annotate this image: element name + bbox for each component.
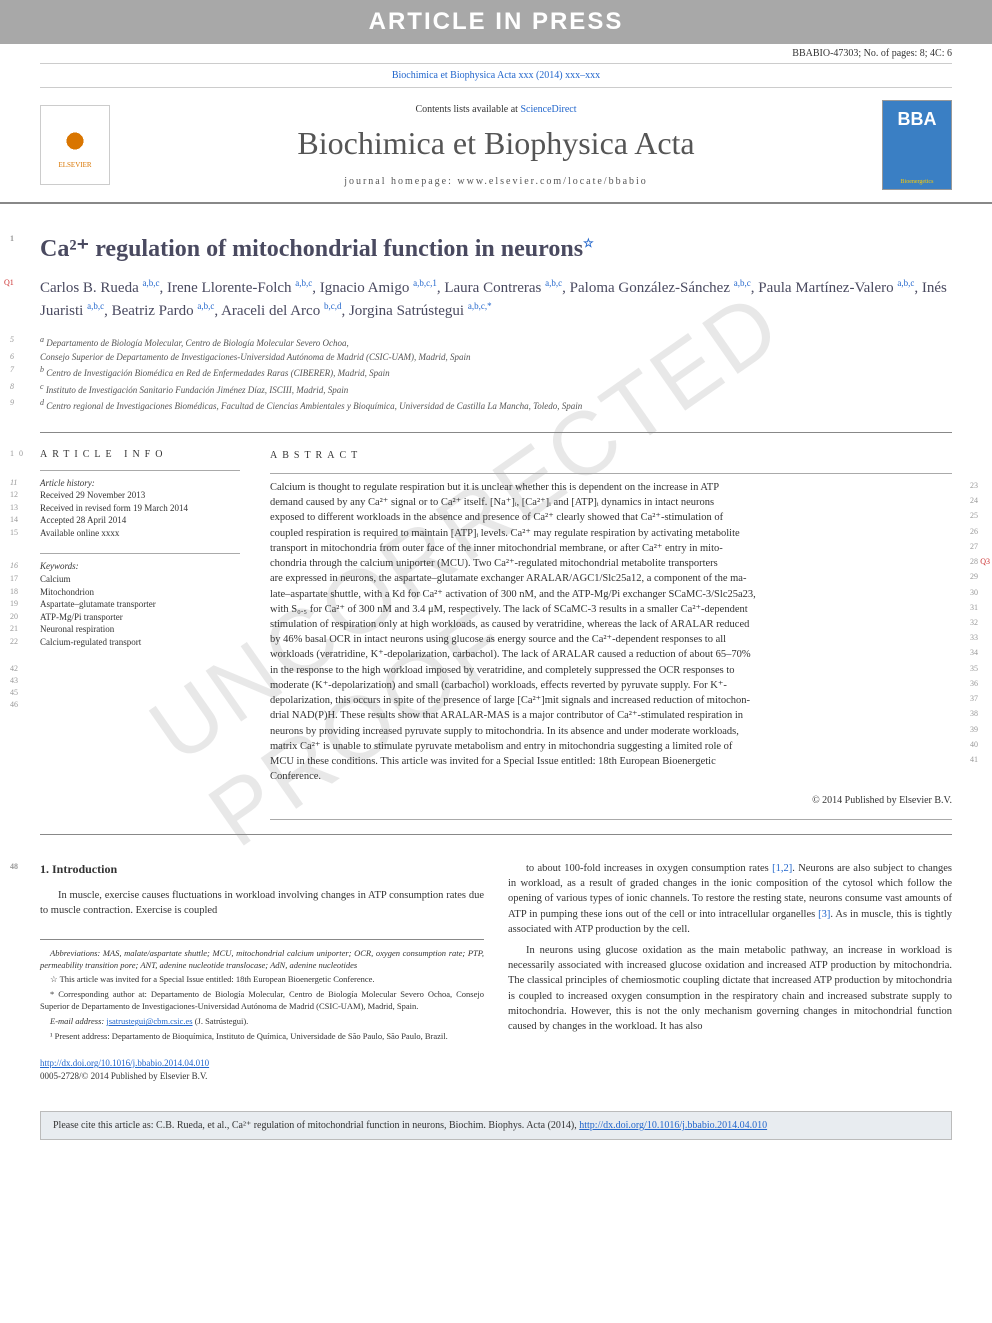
intro-left-column: 48 1. Introduction In muscle, exercise c… <box>40 861 484 1083</box>
keyword-line: 22Calcium-regulated transport <box>40 636 240 649</box>
corresponding-author-footnote: * Corresponding author at: Departamento … <box>40 989 484 1013</box>
abstract-section: ABSTRACT Calcium is thought to regulate … <box>270 449 952 820</box>
abstract-line: transport in mitochondria from outer fac… <box>270 541 952 556</box>
abstract-line: exposed to different workloads in the ab… <box>270 510 952 525</box>
doi-block: http://dx.doi.org/10.1016/j.bbabio.2014.… <box>40 1057 484 1083</box>
abstract-line: with S₀.₅ for Ca²⁺ of 300 nM and 3.4 μM,… <box>270 602 952 617</box>
history-line: 13Received in revised form 19 March 2014 <box>40 502 240 515</box>
abstract-line: late–aspartate shuttle, with a Kd for Ca… <box>270 587 952 602</box>
elsevier-tree-icon <box>55 121 95 161</box>
intro-right-para-1: to about 100-fold increases in oxygen co… <box>508 861 952 937</box>
keywords-block: 16Keywords:17Calcium18Mitochondrion19Asp… <box>40 560 240 648</box>
sciencedirect-link[interactable]: ScienceDirect <box>520 104 576 115</box>
affiliation-line: 8c Instituto de Investigación Sanitario … <box>40 381 952 398</box>
elsevier-label: ELSEVIER <box>58 161 91 169</box>
abstract-line: chondria through the calcium uniporter (… <box>270 556 952 571</box>
article-info-sidebar: 10 ARTICLE INFO 11Article history:12Rece… <box>40 449 240 820</box>
keyword-line: 21Neuronal respiration <box>40 623 240 636</box>
journal-title: Biochimica et Biophysica Acta <box>110 125 882 162</box>
abstract-line: MCU in these conditions. This article wa… <box>270 754 952 769</box>
abstract-rule <box>270 473 952 474</box>
issn-line: 0005-2728/© 2014 Published by Elsevier B… <box>40 1071 207 1081</box>
affiliation-line: 6Consejo Superior de Departamento de Inv… <box>40 351 952 365</box>
present-address-footnote: ¹ Present address: Departamento de Bioqu… <box>40 1031 484 1043</box>
abstract-line: coupled respiration is required to maint… <box>270 526 952 541</box>
keyword-line: 20ATP-Mg/Pi transporter <box>40 611 240 624</box>
affiliation-line: 7b Centro de Investigación Biomédica en … <box>40 364 952 381</box>
intro-right-para-2: In neurons using glucose oxidation as th… <box>508 943 952 1034</box>
history-line: 15Available online xxxx <box>40 527 240 540</box>
info-rule <box>40 470 240 471</box>
journal-header: ELSEVIER Contents lists available at Sci… <box>0 88 992 204</box>
bba-text: BBA <box>898 109 937 130</box>
star-icon: ☆ <box>583 236 594 250</box>
author-list: Q1 Carlos B. Rueda a,b,c, Irene Llorente… <box>40 277 952 322</box>
article-info-heading: 10 ARTICLE INFO <box>40 449 240 460</box>
history-line: 12Received 29 November 2013 <box>40 489 240 502</box>
abstract-line: depolarization, this occurs in spite of … <box>270 693 952 708</box>
affiliation-line: 9d Centro regional de Investigaciones Bi… <box>40 397 952 414</box>
abstract-line: drial NAD(P)H. These results show that A… <box>270 708 952 723</box>
bba-subtitle: Bioenergetics <box>901 179 934 185</box>
q1-marker: Q1 <box>4 277 14 289</box>
section-rule <box>40 432 952 433</box>
abstract-line: in the response to the high workload imp… <box>270 663 952 678</box>
abstract-line: stimulation of respiration only at high … <box>270 617 952 632</box>
article-history: 11Article history:12Received 29 November… <box>40 477 240 540</box>
bba-logo[interactable]: BBA Bioenergetics <box>882 100 952 190</box>
section-rule <box>40 834 952 835</box>
star-footnote: ☆ This article was invited for a Special… <box>40 974 484 986</box>
intro-heading: 48 1. Introduction <box>40 861 484 878</box>
journal-homepage: journal homepage: www.elsevier.com/locat… <box>110 176 882 187</box>
abstract-line: by 46% basal OCR in intact neurons using… <box>270 632 952 647</box>
abbreviations-footnote: Abbreviations: MAS, malate/aspartate shu… <box>40 948 484 972</box>
keyword-line: 19Aspartate–glutamate transporter <box>40 598 240 611</box>
abstract-line: Conference. <box>270 769 952 784</box>
abstract-line: Calcium is thought to regulate respirati… <box>270 480 952 495</box>
abstract-line: neurons by providing increased pyruvate … <box>270 724 952 739</box>
abstract-line: are expressed in neurons, the aspartate–… <box>270 571 952 586</box>
abstract-line: demand caused by any Ca²⁺ signal or to C… <box>270 495 952 510</box>
elsevier-logo[interactable]: ELSEVIER <box>40 105 110 185</box>
copyright-line: © 2014 Published by Elsevier B.V. <box>270 794 952 809</box>
citation-header[interactable]: Biochimica et Biophysica Acta xxx (2014)… <box>40 63 952 88</box>
article-title: 1 Ca²⁺ regulation of mitochondrial funct… <box>40 234 952 263</box>
affiliations-block: 5a Departamento de Biología Molecular, C… <box>40 334 952 414</box>
footnotes-block: Abbreviations: MAS, malate/aspartate shu… <box>40 939 484 1043</box>
email-footnote: E-mail address: jsatrustegui@cbm.csic.es… <box>40 1016 484 1028</box>
doi-link[interactable]: http://dx.doi.org/10.1016/j.bbabio.2014.… <box>40 1058 209 1068</box>
abstract-line: workloads (veratridine, K⁺-depolarizatio… <box>270 647 952 662</box>
email-link[interactable]: jsatrustegui@cbm.csic.es <box>106 1016 192 1026</box>
document-id: BBABIO-47303; No. of pages: 8; 4C: 6 <box>0 44 992 63</box>
line-number: 1 <box>10 234 14 243</box>
history-line: 14Accepted 28 April 2014 <box>40 514 240 527</box>
keyword-line: 17Calcium <box>40 573 240 586</box>
abstract-rule-bottom <box>270 819 952 820</box>
article-in-press-banner: ARTICLE IN PRESS <box>0 0 992 44</box>
intro-right-column: to about 100-fold increases in oxygen co… <box>508 861 952 1083</box>
info-rule <box>40 553 240 554</box>
abstract-line: moderate (K⁺-depolarization) and small (… <box>270 678 952 693</box>
affiliation-line: 5a Departamento de Biología Molecular, C… <box>40 334 952 351</box>
keyword-line: 18Mitochondrion <box>40 586 240 599</box>
introduction-section: 48 1. Introduction In muscle, exercise c… <box>40 861 952 1083</box>
citation-box: Please cite this article as: C.B. Rueda,… <box>40 1111 952 1140</box>
abstract-text: Calcium is thought to regulate respirati… <box>270 480 952 784</box>
contents-list-text: Contents lists available at ScienceDirec… <box>110 104 882 115</box>
intro-left-para: In muscle, exercise causes fluctuations … <box>40 888 484 918</box>
journal-title-block: Contents lists available at ScienceDirec… <box>110 104 882 187</box>
abstract-line: matrix Ca²⁺ is unable to stimulate pyruv… <box>270 739 952 754</box>
history-line: 11Article history: <box>40 477 240 490</box>
keyword-line: 16Keywords: <box>40 560 240 573</box>
extra-line-numbers: 42 43 45 46 <box>40 663 240 711</box>
abstract-heading: ABSTRACT <box>270 449 952 464</box>
cite-doi-link[interactable]: http://dx.doi.org/10.1016/j.bbabio.2014.… <box>579 1120 767 1131</box>
